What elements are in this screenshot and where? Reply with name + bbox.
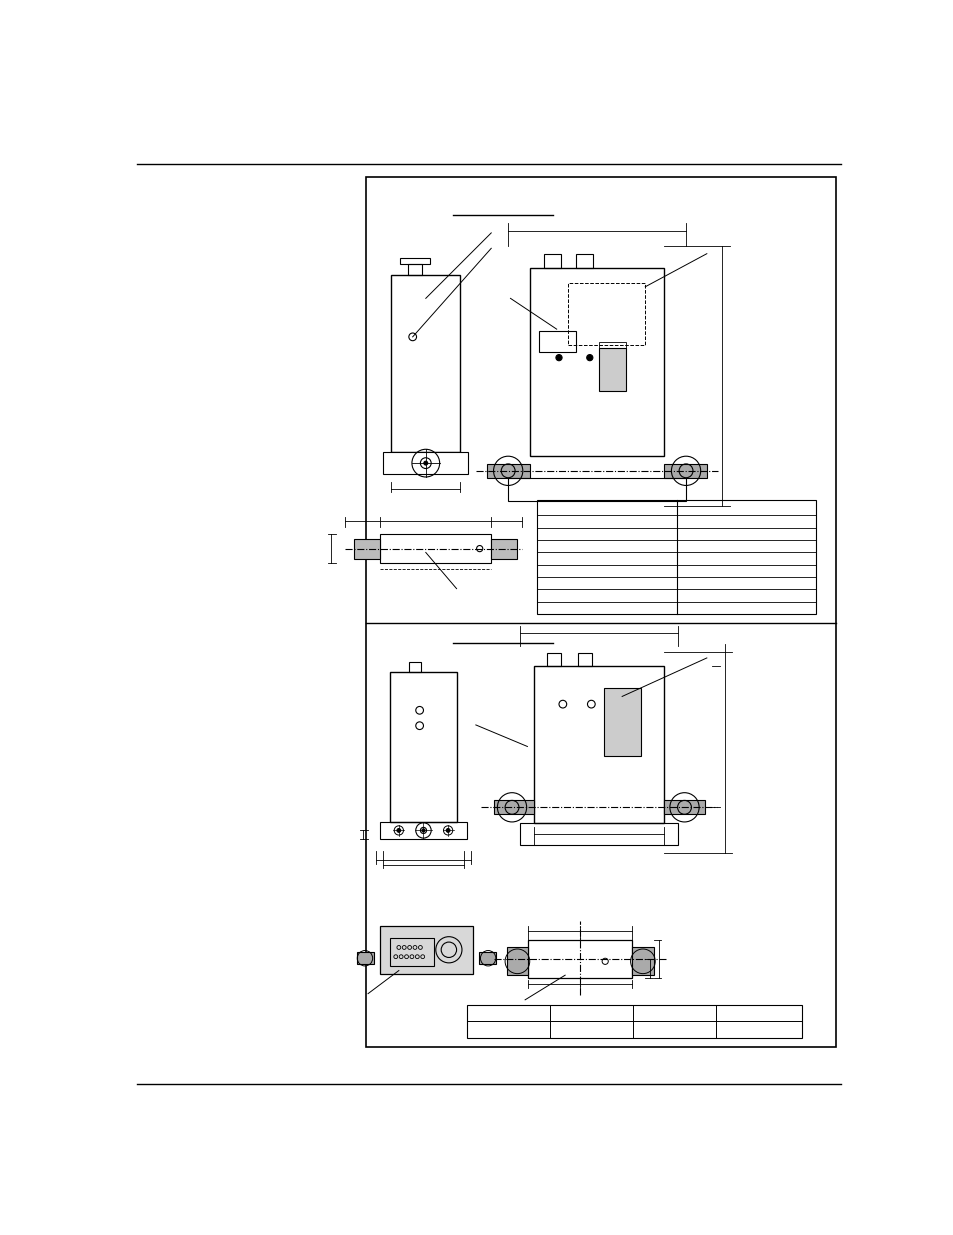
Bar: [519, 824, 678, 845]
Bar: [383, 452, 468, 474]
Bar: [578, 653, 592, 666]
Bar: [506, 947, 528, 976]
Bar: [466, 1005, 801, 1037]
Bar: [389, 672, 456, 823]
Circle shape: [556, 354, 561, 361]
Bar: [568, 283, 644, 345]
Bar: [537, 500, 816, 614]
Circle shape: [423, 461, 427, 466]
Bar: [380, 926, 473, 973]
Bar: [391, 275, 460, 452]
Circle shape: [446, 829, 450, 832]
Bar: [409, 662, 420, 672]
Bar: [408, 264, 421, 275]
Bar: [664, 464, 706, 478]
Bar: [598, 348, 625, 390]
Bar: [547, 653, 560, 666]
Bar: [380, 823, 466, 839]
Bar: [632, 947, 653, 976]
Circle shape: [586, 354, 592, 361]
Bar: [356, 952, 374, 965]
Bar: [664, 800, 703, 814]
Bar: [389, 939, 434, 966]
Bar: [478, 952, 496, 965]
Bar: [604, 688, 640, 756]
Bar: [533, 666, 664, 824]
Bar: [491, 540, 517, 559]
Bar: [529, 268, 664, 456]
Circle shape: [396, 829, 400, 832]
Bar: [379, 534, 491, 563]
Bar: [543, 253, 560, 268]
Bar: [528, 940, 632, 978]
Bar: [487, 464, 529, 478]
Bar: [576, 253, 592, 268]
Bar: [538, 331, 576, 352]
Bar: [400, 258, 429, 264]
Bar: [508, 478, 685, 501]
Circle shape: [421, 829, 425, 832]
Bar: [598, 342, 625, 348]
Bar: [493, 800, 533, 814]
Bar: [366, 177, 836, 1047]
Bar: [354, 540, 379, 559]
